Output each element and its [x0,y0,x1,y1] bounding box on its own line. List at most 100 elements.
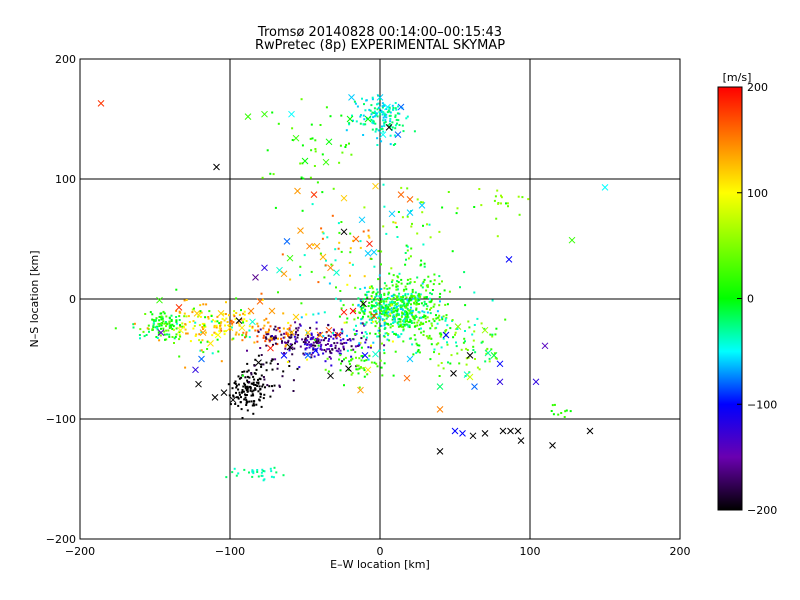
data-point-dot [241,389,244,391]
data-point-dot [368,318,371,321]
data-point-dot [225,317,228,320]
data-point-dot [372,122,375,125]
data-point-dot [376,115,379,118]
data-point-dot [383,309,386,312]
data-point-dot [171,328,174,330]
data-point-dot [325,259,327,262]
data-point-dot [437,364,440,367]
data-point-dot [184,328,187,331]
data-point-dot [384,311,387,314]
data-point-dot [168,327,171,329]
data-point-dot [285,341,287,344]
data-point-dot [234,403,237,405]
data-point-dot [181,325,184,328]
data-point-dot [450,354,453,357]
data-point-dot [300,316,303,319]
data-point-dot [246,379,249,382]
data-point-dot [146,327,149,330]
data-point-dot [378,295,381,298]
colorbar-label: [m/s] [723,71,752,84]
data-point-dot [364,331,367,334]
data-point-dot [423,300,426,303]
data-point-dot [179,325,182,328]
data-point-dot [308,341,310,344]
data-point-dot [251,393,254,396]
data-point-dot [404,310,407,313]
data-point-dot [432,305,435,308]
data-point-dot [435,343,438,346]
data-point-dot [363,305,366,308]
data-point-dot [379,128,382,131]
data-point-dot [396,309,399,312]
data-point-dot [405,296,408,299]
data-point-dot [244,396,247,399]
data-point-dot [385,311,388,314]
data-point-cross [490,352,498,359]
data-point-dot [263,478,266,481]
data-point-dot [395,283,398,286]
data-point-dot [351,114,353,117]
data-point-dot [463,271,466,274]
data-point-dot [454,331,457,334]
data-point-dot [265,361,268,364]
data-point-dot [384,332,387,335]
data-point-dot [320,348,323,351]
data-point-dot [256,469,259,471]
data-point-dot [304,338,307,341]
data-point-dot [315,339,318,342]
data-point-dot [319,124,322,126]
data-point-dot [376,365,379,368]
data-point-dot [341,330,344,333]
data-point-dot [374,298,377,301]
data-point-dot [389,303,392,305]
data-point-dot [379,310,382,312]
data-point-dot [241,391,244,393]
data-point-dot [349,339,352,342]
data-point-dot [393,332,396,335]
data-point-dot [385,305,388,308]
data-point-dot [343,342,346,344]
data-point-dot [406,314,409,317]
data-point-dot [436,310,439,313]
data-point-dot [312,336,315,339]
data-point-dot [420,323,423,326]
data-point-dot [253,404,256,407]
data-point-dot [422,201,424,204]
data-point-dot [478,188,481,190]
data-point-dot [396,334,399,337]
data-point-dot [367,234,370,237]
chart-title: Tromsø 20140828 00:14:00–00:15:43 [257,25,503,40]
data-point-dot [228,394,231,397]
data-point-dot [240,309,242,312]
data-point-dot [388,123,391,125]
data-point-dot [308,346,311,349]
data-point-dot [358,344,360,347]
data-point-dot [489,333,492,336]
data-point-dot [198,339,201,342]
data-point-dot [440,316,443,319]
data-point-dot [405,117,408,120]
data-point-dot [288,360,291,363]
data-point-dot [405,288,408,291]
data-point-dot [139,337,141,340]
data-point-dot [393,304,396,307]
data-point-dot [404,313,406,316]
data-point-dot [272,476,275,479]
data-point-dot [353,318,356,321]
data-point-dot [303,254,306,257]
data-point-dot [285,331,288,334]
data-point-dot [352,239,355,242]
data-point-dot [397,313,400,316]
data-point-dot [311,344,314,347]
data-point-dot [392,221,395,224]
data-point-dot [363,359,366,362]
data-point-dot [415,307,418,310]
x-tick-label: 0 [377,545,384,558]
data-point-dot [375,362,378,365]
data-point-dot [552,413,555,416]
data-point-dot [220,360,223,363]
data-point-dot [220,321,223,324]
data-point-dot [245,404,248,406]
data-point-dot [341,342,344,345]
data-point-dot [244,394,247,397]
